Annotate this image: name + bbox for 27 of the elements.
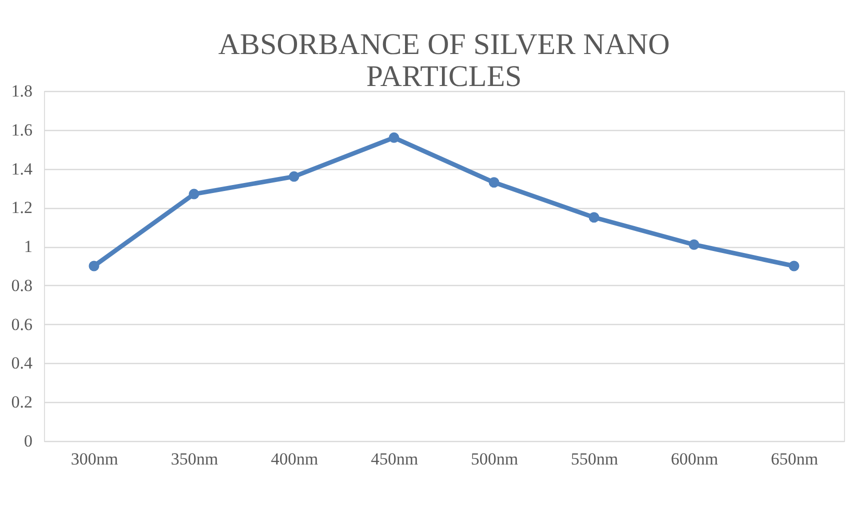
- y-tick-label: 0: [24, 432, 32, 450]
- y-tick-label: 1.6: [11, 120, 32, 140]
- point: [488, 177, 500, 188]
- x-tick-label: 450nm: [370, 450, 418, 468]
- y-tick-label: 0.4: [11, 354, 33, 373]
- x-tick-label: 650nm: [770, 450, 818, 468]
- x-tick-label: 400nm: [270, 450, 318, 468]
- y-tick-label: 1: [24, 237, 32, 256]
- x-tick-label: 350nm: [170, 450, 218, 468]
- y-tick-label: 0.2: [11, 392, 32, 412]
- y-tick-label: 1.8: [11, 82, 32, 100]
- point: [88, 260, 100, 272]
- x-tick-label: 500nm: [470, 450, 518, 468]
- y-tick-label: 0.8: [11, 276, 32, 295]
- point: [288, 171, 300, 182]
- y-tick-label: 1.2: [11, 198, 32, 218]
- y-tick-label: 1.4: [11, 159, 33, 178]
- point: [588, 212, 600, 223]
- x-tick-label: 550nm: [570, 450, 618, 468]
- y-tick-label: 0.6: [11, 314, 32, 334]
- chart-title: ABSORBANCE OF SILVER NANO PARTICLES: [218, 28, 670, 93]
- point: [388, 132, 400, 143]
- x-tick-label: 600nm: [670, 450, 718, 468]
- x-tick-label: 300nm: [70, 450, 118, 468]
- point: [788, 260, 800, 272]
- point: [688, 239, 700, 250]
- point: [188, 188, 200, 200]
